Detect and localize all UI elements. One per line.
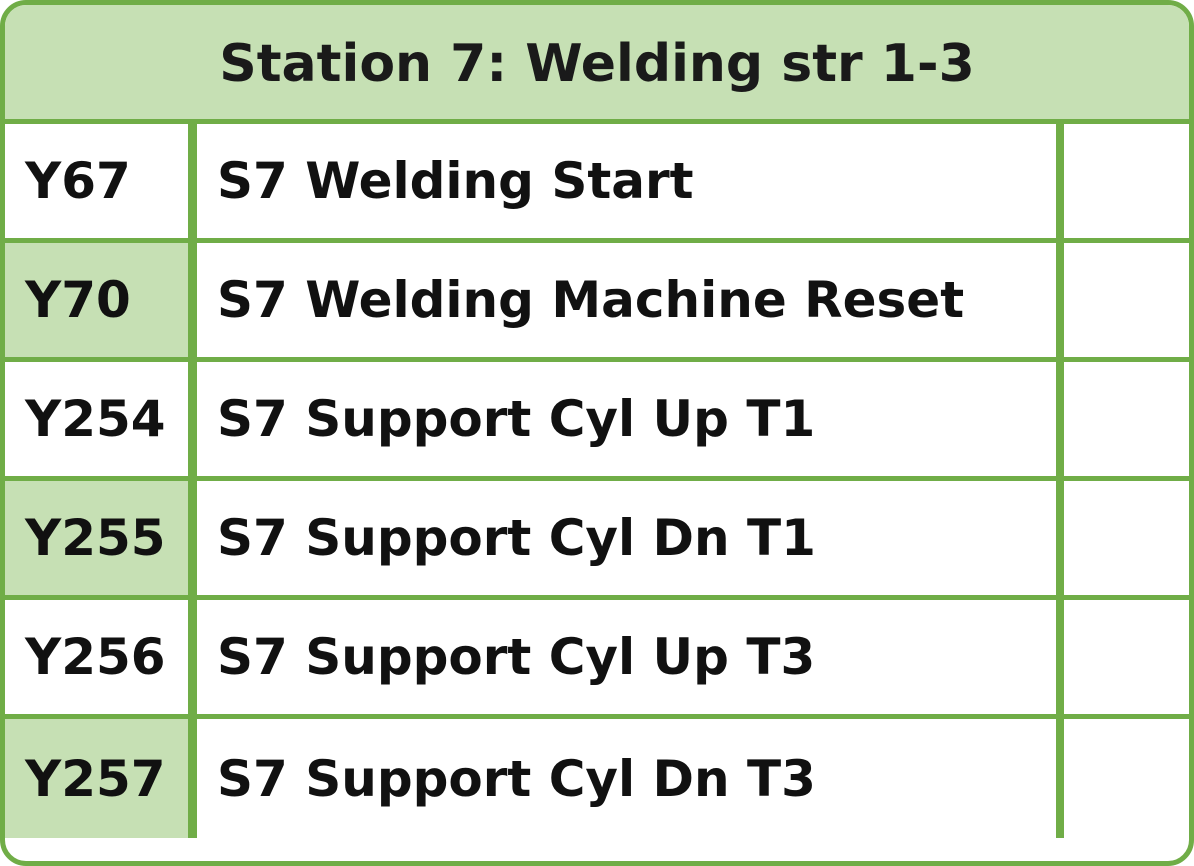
description-cell: S7 Support Cyl Dn T3 xyxy=(197,719,1064,838)
empty-cell xyxy=(1064,243,1189,357)
table-body: Y67 S7 Welding Start Y70 S7 Welding Mach… xyxy=(5,124,1189,838)
empty-cell xyxy=(1064,600,1189,714)
table-row: Y257 S7 Support Cyl Dn T3 xyxy=(5,719,1189,838)
address-cell: Y254 xyxy=(5,362,197,476)
description-cell: S7 Welding Machine Reset xyxy=(197,243,1064,357)
description-cell: S7 Support Cyl Dn T1 xyxy=(197,481,1064,595)
address-cell: Y257 xyxy=(5,719,197,838)
description-cell: S7 Welding Start xyxy=(197,124,1064,238)
table-title: Station 7: Welding str 1-3 xyxy=(219,34,975,94)
table-row: Y67 S7 Welding Start xyxy=(5,124,1189,243)
empty-cell xyxy=(1064,362,1189,476)
address-cell: Y256 xyxy=(5,600,197,714)
address-cell: Y255 xyxy=(5,481,197,595)
table-row: Y255 S7 Support Cyl Dn T1 xyxy=(5,481,1189,600)
empty-cell xyxy=(1064,124,1189,238)
table-row: Y256 S7 Support Cyl Up T3 xyxy=(5,600,1189,719)
table-row: Y254 S7 Support Cyl Up T1 xyxy=(5,362,1189,481)
description-cell: S7 Support Cyl Up T3 xyxy=(197,600,1064,714)
table-header: Station 7: Welding str 1-3 xyxy=(5,5,1189,124)
empty-cell xyxy=(1064,481,1189,595)
address-cell: Y67 xyxy=(5,124,197,238)
description-cell: S7 Support Cyl Up T1 xyxy=(197,362,1064,476)
empty-cell xyxy=(1064,719,1189,838)
address-cell: Y70 xyxy=(5,243,197,357)
table-row: Y70 S7 Welding Machine Reset xyxy=(5,243,1189,362)
